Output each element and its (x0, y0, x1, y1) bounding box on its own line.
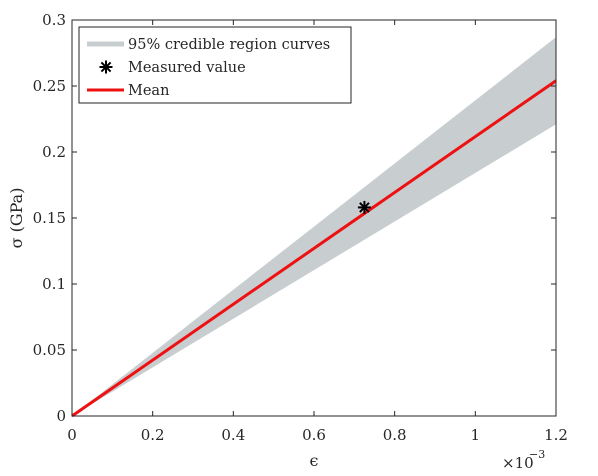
legend-label-band: 95% credible region curves (128, 37, 330, 53)
y-tick-label: 0.1 (42, 275, 66, 293)
y-tick-label: 0 (56, 407, 66, 425)
x-tick-label: 1.2 (544, 426, 568, 444)
mean-line (71, 79, 557, 418)
legend-asterisk-icon (99, 60, 113, 74)
x-axis-label: ϵ (310, 451, 319, 470)
marker-layer (357, 200, 371, 214)
y-axis: 0 0.05 0.1 0.15 0.2 0.25 0.3 (33, 11, 556, 425)
y-tick-label: 0.05 (33, 341, 66, 359)
legend: 95% credible region curves Measured valu… (78, 26, 352, 104)
credible-region-band (72, 37, 556, 416)
x-axis-multiplier-exponent: −3 (529, 448, 545, 461)
x-tick-label: 0.4 (221, 426, 245, 444)
x-tick-label: 0 (67, 426, 77, 444)
x-axis-multiplier: ×10 −3 (502, 448, 545, 472)
legend-swatch-marker (99, 60, 113, 74)
line-layer (71, 79, 557, 418)
x-tick-label: 0.2 (141, 426, 165, 444)
legend-label-mean: Mean (128, 83, 169, 99)
y-tick-label: 0.15 (33, 209, 66, 227)
x-axis: 0 0.2 0.4 0.6 0.8 1 1.2 (67, 20, 568, 444)
y-tick-label: 0.2 (42, 143, 66, 161)
x-tick-label: 0.8 (383, 426, 407, 444)
y-axis-label: σ (GPa) (7, 188, 26, 249)
y-tick-label: 0.3 (42, 11, 66, 29)
band-layer (72, 37, 556, 416)
x-axis-multiplier-base: ×10 (502, 454, 534, 472)
measured-value-point (357, 200, 371, 214)
y-tick-label: 0.25 (33, 77, 66, 95)
x-tick-label: 1 (471, 426, 481, 444)
legend-label-marker: Measured value (128, 60, 246, 76)
legend-box (78, 26, 352, 104)
x-tick-label: 0.6 (302, 426, 326, 444)
